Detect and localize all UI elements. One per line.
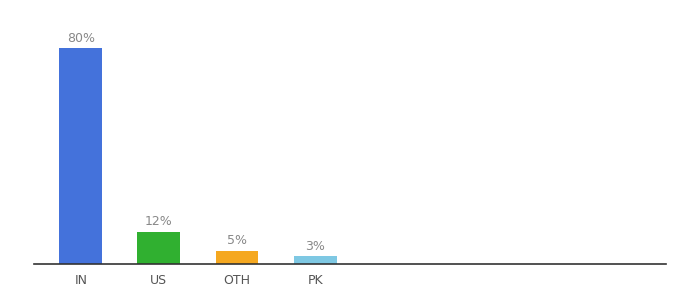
Text: 5%: 5% [227,234,247,247]
Text: 12%: 12% [145,215,173,228]
Bar [59,48,102,264]
Bar [137,232,180,264]
Text: 3%: 3% [305,240,325,253]
Text: 80%: 80% [67,32,95,45]
Bar [216,250,258,264]
Bar [294,256,337,264]
